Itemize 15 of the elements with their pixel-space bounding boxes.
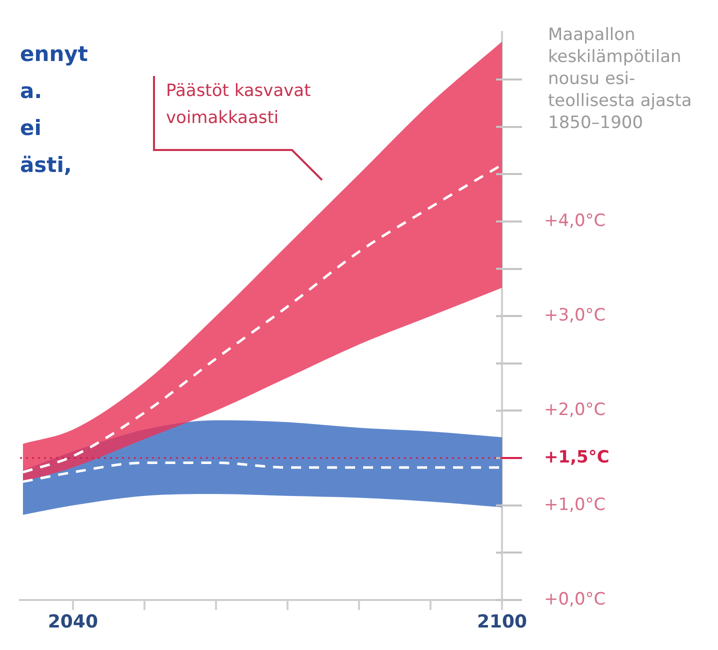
x-tick-label: 2040 [48,611,98,632]
annotation: a. [20,78,44,105]
annotation: ei [20,115,42,142]
y-tick-label: +0,0°C [544,589,606,610]
annotation: ästi, [20,152,73,179]
y-tick-label: +1,0°C [544,494,606,515]
line-series [22,462,502,483]
y-tick-label: +4,0°C [544,210,606,231]
y-axis-title: Maapallon keskilämpötilan nousu esi-teollisesta ajasta 1850–1900 [548,24,693,134]
annotation: Päästöt kasvavat voimakkaasti [166,80,312,130]
y-tick-label: +1,5°C [544,447,610,468]
annotation: ennyt [20,41,88,68]
y-tick-label: +2,0°C [544,400,606,420]
x-tick-label: 2100 [476,611,528,632]
y-tick-label: +3,0°C [544,306,606,326]
